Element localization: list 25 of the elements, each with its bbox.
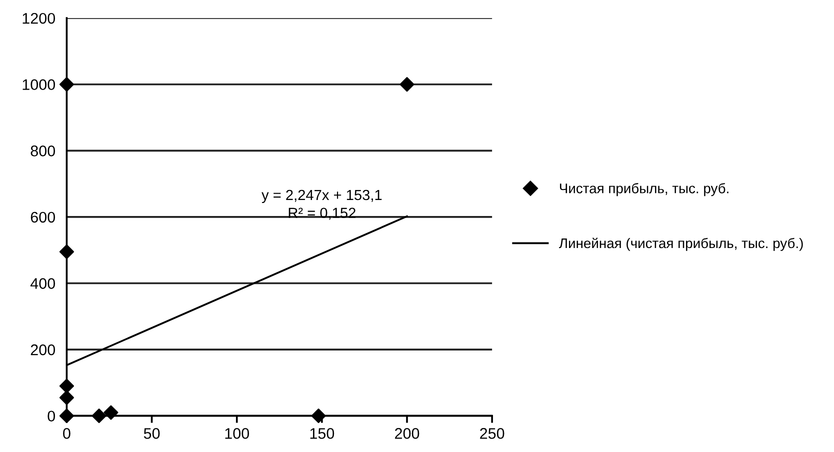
point: [59, 244, 74, 260]
point: [400, 77, 414, 92]
x-tick-label: 50: [144, 428, 160, 439]
annotation: y = 2,247x + 153,1: [262, 190, 382, 204]
x-tick-label: 100: [225, 428, 250, 439]
y-tick-label: 200: [30, 344, 56, 356]
x-tick-label: 250: [480, 428, 504, 439]
point: [59, 77, 74, 92]
point: [59, 390, 74, 405]
y-tick-label: 1000: [22, 79, 56, 90]
legend-label: Линейная (чистая прибыль, тыс. руб.): [559, 238, 803, 251]
x-tick-label: 200: [395, 428, 420, 439]
y-tick-label: 800: [30, 146, 56, 156]
y-tick-label: 1200: [22, 12, 56, 24]
y-tick-label: 0: [48, 410, 56, 422]
point: [59, 378, 74, 394]
x-tick-label: 0: [63, 428, 70, 439]
point: [311, 408, 326, 424]
y-tick-label: 600: [30, 212, 56, 223]
y-tick-label: 400: [30, 278, 56, 289]
point: [59, 408, 74, 424]
x-tick-label: 150: [310, 428, 334, 439]
legend-label: Чистая прибыль, тыс. руб.: [560, 182, 728, 196]
point: [92, 408, 106, 424]
point: [104, 405, 118, 420]
